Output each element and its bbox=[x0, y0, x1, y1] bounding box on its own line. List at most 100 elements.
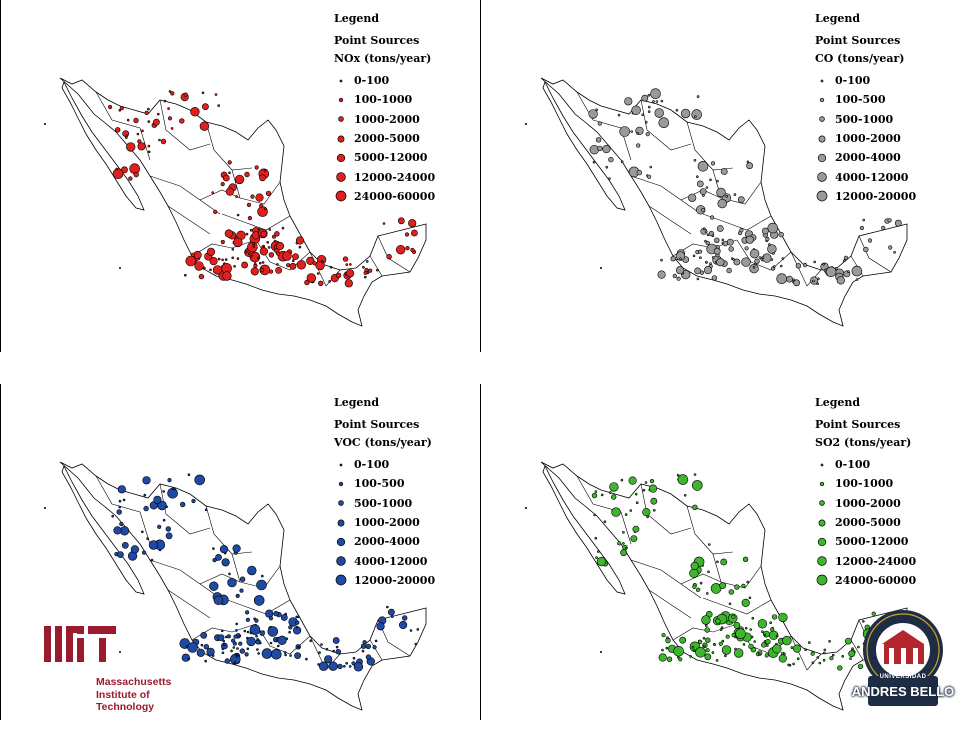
nox-map bbox=[44, 77, 427, 327]
point-source bbox=[597, 121, 602, 126]
point-source bbox=[696, 175, 699, 178]
point-source bbox=[246, 647, 250, 651]
point-source bbox=[259, 247, 269, 256]
point-source bbox=[167, 116, 173, 121]
state-border bbox=[672, 623, 738, 641]
point-source bbox=[239, 648, 246, 654]
point-source bbox=[716, 258, 725, 267]
point-source bbox=[713, 643, 716, 646]
state-border bbox=[790, 251, 822, 287]
point-source bbox=[114, 127, 121, 133]
legend-row: 100-1000 bbox=[815, 474, 916, 493]
point-source bbox=[770, 627, 775, 632]
point-source bbox=[165, 532, 173, 540]
point-source bbox=[692, 504, 698, 511]
point-source bbox=[734, 584, 740, 590]
legend-symbol bbox=[334, 74, 354, 88]
legend-row: 12000-20000 bbox=[815, 187, 916, 206]
peninsula-outline bbox=[542, 80, 626, 211]
point-source bbox=[234, 174, 245, 185]
point-source bbox=[118, 109, 122, 112]
point-source bbox=[716, 560, 719, 564]
legend-row: 0-100 bbox=[815, 71, 916, 90]
point-source bbox=[792, 644, 802, 653]
point-source bbox=[778, 231, 784, 238]
island-mark bbox=[525, 507, 527, 509]
point-source bbox=[867, 238, 873, 243]
point-source bbox=[608, 156, 614, 163]
point-source bbox=[363, 275, 367, 279]
state-border bbox=[648, 589, 692, 619]
point-source bbox=[266, 241, 270, 244]
point-source bbox=[247, 216, 252, 221]
point-source bbox=[765, 644, 769, 647]
point-source bbox=[233, 264, 236, 268]
legend-row: 0-100 bbox=[334, 455, 435, 474]
point-source bbox=[666, 656, 673, 662]
point-source bbox=[597, 145, 603, 152]
point-source bbox=[715, 618, 721, 624]
point-source bbox=[184, 273, 187, 277]
point-source bbox=[224, 258, 228, 261]
point-source bbox=[699, 188, 707, 195]
point-source bbox=[645, 132, 650, 137]
point-source bbox=[397, 217, 405, 225]
point-source bbox=[744, 246, 749, 251]
legend-label: 2000-4000 bbox=[835, 151, 901, 165]
point-source bbox=[217, 257, 221, 261]
point-source bbox=[247, 565, 257, 576]
point-source bbox=[608, 177, 611, 180]
point-source bbox=[399, 620, 408, 630]
point-source bbox=[167, 477, 172, 483]
island-mark bbox=[119, 651, 121, 653]
point-source bbox=[148, 540, 159, 550]
point-source bbox=[280, 614, 288, 621]
point-source bbox=[731, 614, 736, 619]
point-source bbox=[160, 138, 167, 145]
point-source bbox=[676, 473, 680, 477]
legend-subtitle: Point Sources bbox=[334, 34, 420, 47]
point-source bbox=[223, 643, 226, 647]
point-source bbox=[793, 279, 800, 287]
point-source bbox=[742, 643, 746, 646]
point-source bbox=[716, 187, 726, 198]
legend-row: 5000-12000 bbox=[815, 532, 916, 551]
point-source bbox=[675, 108, 679, 112]
point-source bbox=[654, 108, 664, 118]
legend-symbol bbox=[815, 74, 835, 88]
point-source bbox=[404, 232, 410, 237]
point-source bbox=[374, 639, 378, 643]
state-border bbox=[167, 205, 211, 235]
point-source bbox=[609, 491, 612, 494]
point-source bbox=[721, 645, 732, 655]
point-source bbox=[746, 162, 753, 170]
point-source bbox=[706, 233, 710, 237]
point-source bbox=[271, 234, 277, 239]
point-source bbox=[701, 208, 706, 213]
legend-label: 1000-2000 bbox=[835, 496, 901, 510]
point-source bbox=[660, 99, 664, 103]
point-source bbox=[735, 628, 746, 639]
point-source bbox=[220, 239, 225, 245]
point-source bbox=[636, 143, 641, 148]
unab-logo: UNIVERSIDAD ANDRES BELLO bbox=[848, 606, 958, 718]
point-source bbox=[636, 169, 643, 176]
legend-symbol bbox=[334, 458, 354, 472]
point-source bbox=[818, 661, 822, 665]
legend-row: 1000-2000 bbox=[815, 494, 916, 513]
point-source bbox=[787, 663, 790, 667]
point-source bbox=[409, 629, 413, 632]
point-source bbox=[137, 142, 146, 151]
point-source bbox=[250, 267, 259, 276]
point-source bbox=[228, 171, 231, 175]
point-source bbox=[232, 641, 237, 646]
state-border bbox=[191, 239, 257, 257]
point-source bbox=[158, 138, 161, 142]
point-source bbox=[328, 280, 331, 283]
point-source bbox=[235, 593, 240, 598]
point-source bbox=[641, 113, 644, 117]
point-source bbox=[231, 248, 235, 251]
legend-symbol bbox=[815, 151, 835, 165]
point-source bbox=[203, 266, 206, 270]
point-source bbox=[332, 649, 336, 653]
